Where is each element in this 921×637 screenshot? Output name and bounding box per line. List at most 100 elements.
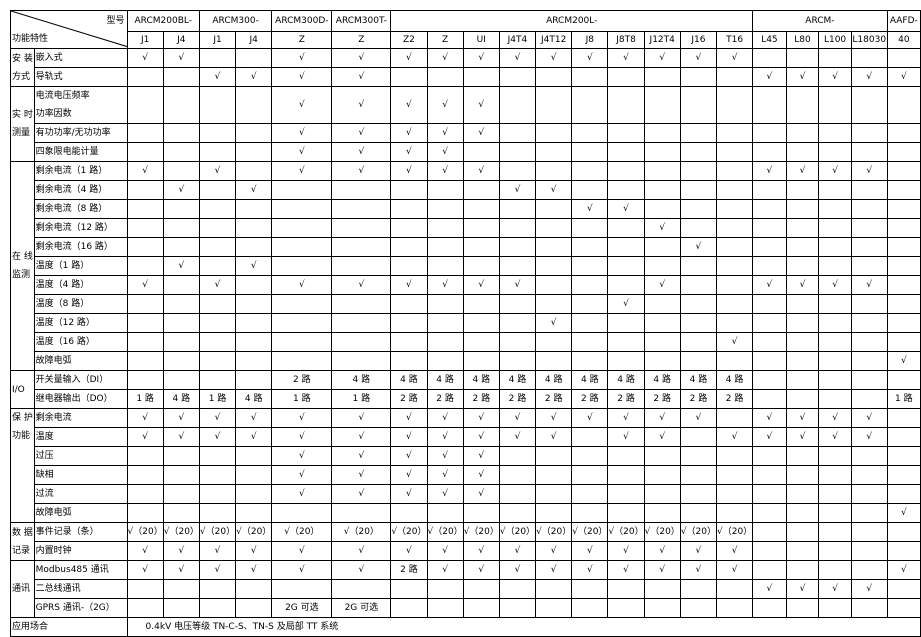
check-mark: √: [785, 427, 820, 447]
value-cell: [126, 218, 164, 238]
value-cell: [785, 332, 820, 352]
value-cell: [571, 86, 609, 124]
value-cell: [462, 503, 500, 523]
check-mark: √: [426, 560, 464, 580]
table-row: 温度（16 路） √: [11, 332, 921, 352]
value-cell: 4 路: [679, 370, 718, 390]
model-header: J1: [126, 31, 164, 49]
check-mark: √: [462, 427, 500, 447]
value-cell: [498, 484, 537, 504]
value-cell: [198, 465, 237, 485]
check-mark: √: [331, 67, 392, 87]
value-cell: [643, 484, 681, 504]
check-mark: √: [390, 427, 428, 447]
model-header: Z2: [390, 31, 428, 49]
value-cell: [607, 180, 645, 200]
check-mark: √: [271, 86, 333, 124]
check-mark: √: [607, 560, 645, 580]
check-mark: √: [426, 161, 464, 181]
check-mark: √: [850, 579, 888, 599]
value-cell: [426, 503, 464, 523]
value-cell: [126, 484, 164, 504]
check-mark: √: [390, 142, 428, 162]
value-cell: 1 路: [331, 389, 392, 409]
value-cell: [818, 199, 852, 219]
application-label: 应用场合: [10, 617, 128, 637]
value-cell: [498, 294, 537, 314]
value-cell: [571, 180, 609, 200]
check-mark: √: [162, 256, 200, 276]
check-mark: √: [535, 180, 573, 200]
value-cell: [785, 256, 820, 276]
check-mark: √: [162, 541, 200, 561]
value-cell: [331, 237, 392, 257]
value-cell: [850, 389, 888, 409]
feature-label: 继电器输出（DO）: [33, 389, 128, 409]
value-cell: [198, 579, 237, 599]
model-header: 40: [886, 31, 921, 49]
check-mark: √: [390, 484, 428, 504]
value-cell: [752, 522, 787, 542]
check-mark: √: [235, 408, 273, 428]
value-cell: [785, 541, 820, 561]
check-mark: √: [390, 48, 428, 68]
check-mark: √: [271, 48, 333, 68]
value-cell: [607, 67, 645, 87]
value-cell: [643, 86, 681, 124]
value-cell: [498, 256, 537, 276]
value-cell: [571, 256, 609, 276]
value-cell: [715, 351, 754, 371]
value-cell: [715, 67, 754, 87]
value-cell: [390, 237, 428, 257]
value-cell: [679, 199, 718, 219]
value-cell: [886, 484, 921, 504]
value-cell: [679, 142, 718, 162]
value-cell: [571, 598, 609, 618]
value-cell: [198, 123, 237, 143]
value-cell: [235, 86, 273, 124]
value-cell: [462, 199, 500, 219]
value-cell: [818, 560, 852, 580]
value-cell: [715, 465, 754, 485]
check-mark: √: [643, 541, 681, 561]
model-header: J1: [198, 31, 237, 49]
feature-label: 温度（1 路）: [33, 256, 128, 276]
check-mark: √: [426, 484, 464, 504]
check-mark: √: [331, 123, 392, 143]
value-cell: √（20）: [331, 522, 392, 542]
table-row: 四象限电能计量 √ √ √ √: [11, 142, 921, 162]
value-cell: [426, 256, 464, 276]
value-cell: [426, 351, 464, 371]
check-mark: √: [126, 541, 164, 561]
value-cell: [886, 598, 921, 618]
value-cell: [607, 142, 645, 162]
feature-label: 有功功率/无功功率: [33, 123, 128, 143]
check-mark: √: [271, 427, 333, 447]
value-cell: [331, 332, 392, 352]
value-cell: [331, 313, 392, 333]
value-cell: [571, 294, 609, 314]
check-mark: √: [126, 560, 164, 580]
value-cell: 2 路: [607, 389, 645, 409]
value-cell: [643, 256, 681, 276]
value-cell: [643, 67, 681, 87]
model-header: L18030: [850, 31, 888, 49]
value-cell: [271, 218, 333, 238]
value-cell: [126, 86, 164, 124]
check-mark: √: [818, 427, 852, 447]
value-cell: [818, 237, 852, 257]
model-header: UI: [462, 31, 500, 49]
value-cell: [850, 86, 888, 124]
value-cell: [162, 67, 200, 87]
value-cell: [162, 218, 200, 238]
value-cell: [715, 579, 754, 599]
table-row: 故障电弧 √: [11, 503, 921, 523]
value-cell: [850, 237, 888, 257]
check-mark: √: [198, 67, 237, 87]
check-mark: √: [498, 427, 537, 447]
value-cell: [752, 332, 787, 352]
category-label: 实 时 测量: [10, 86, 35, 162]
value-cell: [886, 541, 921, 561]
value-cell: [886, 408, 921, 428]
table-row: 温度（1 路） √ √: [11, 256, 921, 276]
